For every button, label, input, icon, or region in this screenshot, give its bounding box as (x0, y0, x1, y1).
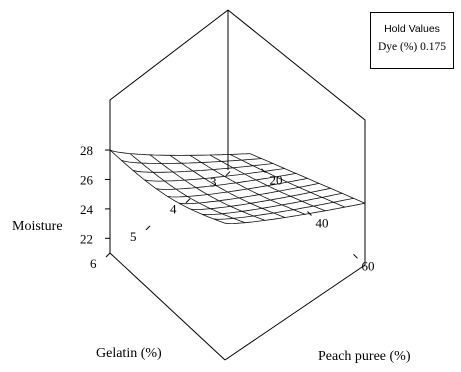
peach-puree-tick-mark (353, 253, 358, 259)
surface-mesh-peach-line (155, 173, 297, 190)
gelatin-tick-label: 5 (130, 229, 137, 244)
hold-factor-value: 0.175 (420, 41, 447, 53)
moisture-tick-label: 26 (80, 172, 94, 187)
surface-mesh-peach-line (144, 168, 285, 182)
surface-mesh-peach-line (132, 163, 274, 173)
peach-puree-tick-label: 20 (270, 173, 283, 188)
surface-mesh-peach-line (224, 202, 366, 225)
moisture-axis: 22 24 26 28 Moisture (12, 128, 111, 253)
surface-mesh-peach-line (213, 197, 354, 220)
hold-factor-name: Dye (%) (377, 41, 418, 53)
hold-values-row: Dye (%) 0.175 (371, 41, 453, 53)
box-back-right-edge (227, 9, 366, 265)
gelatin-tick-mark (145, 225, 151, 231)
gelatin-tick-mark (225, 171, 231, 176)
gelatin-tick-label: 4 (170, 202, 177, 217)
surface-mesh-gelatin-line (229, 154, 346, 208)
response-surface-mesh (109, 149, 366, 225)
moisture-tick-label: 24 (80, 202, 94, 217)
peach-puree-tick-mark (307, 211, 312, 216)
box-floor-right-edge (224, 264, 366, 361)
gelatin-tick-label: 3 (210, 175, 217, 190)
gelatin-tick-mark (105, 252, 111, 258)
peach-puree-tick-label: 40 (316, 216, 329, 231)
hold-values-title: Hold Values (384, 23, 440, 35)
moisture-axis-label: Moisture (12, 219, 63, 234)
surface-mesh-peach-line (167, 178, 308, 198)
gelatin-tick-label: 6 (90, 256, 97, 271)
peach-puree-tick-mark (261, 168, 266, 174)
surface-mesh-peach-line (178, 183, 320, 205)
moisture-tick-label: 28 (80, 143, 93, 158)
surface-mesh-peach-line (190, 187, 331, 210)
gelatin-tick-mark (185, 198, 191, 204)
box-floor-left-edge (109, 252, 226, 361)
gelatin-axis: 3 4 5 6 Gelatin (%) (90, 171, 231, 361)
gelatin-axis-label: Gelatin (%) (96, 346, 162, 361)
surface-mesh-peach-line (109, 149, 251, 156)
surface-mesh-peach-line (201, 192, 343, 216)
peach-puree-axis-label: Peach puree (%) (318, 349, 411, 364)
moisture-tick-label: 22 (80, 231, 93, 246)
peach-puree-axis: 20 40 60 Peach puree (%) (261, 168, 411, 364)
surface-mesh-peach-line (121, 158, 262, 164)
peach-puree-tick-label: 60 (362, 258, 375, 273)
box-back-left-edge (109, 9, 229, 253)
surface-mesh-gelatin-line (209, 154, 326, 212)
hold-values-box: Hold Values Dye (%) 0.175 (370, 12, 454, 69)
surface-mesh-gelatin-line (189, 154, 306, 215)
plot-box-edges (109, 9, 366, 361)
